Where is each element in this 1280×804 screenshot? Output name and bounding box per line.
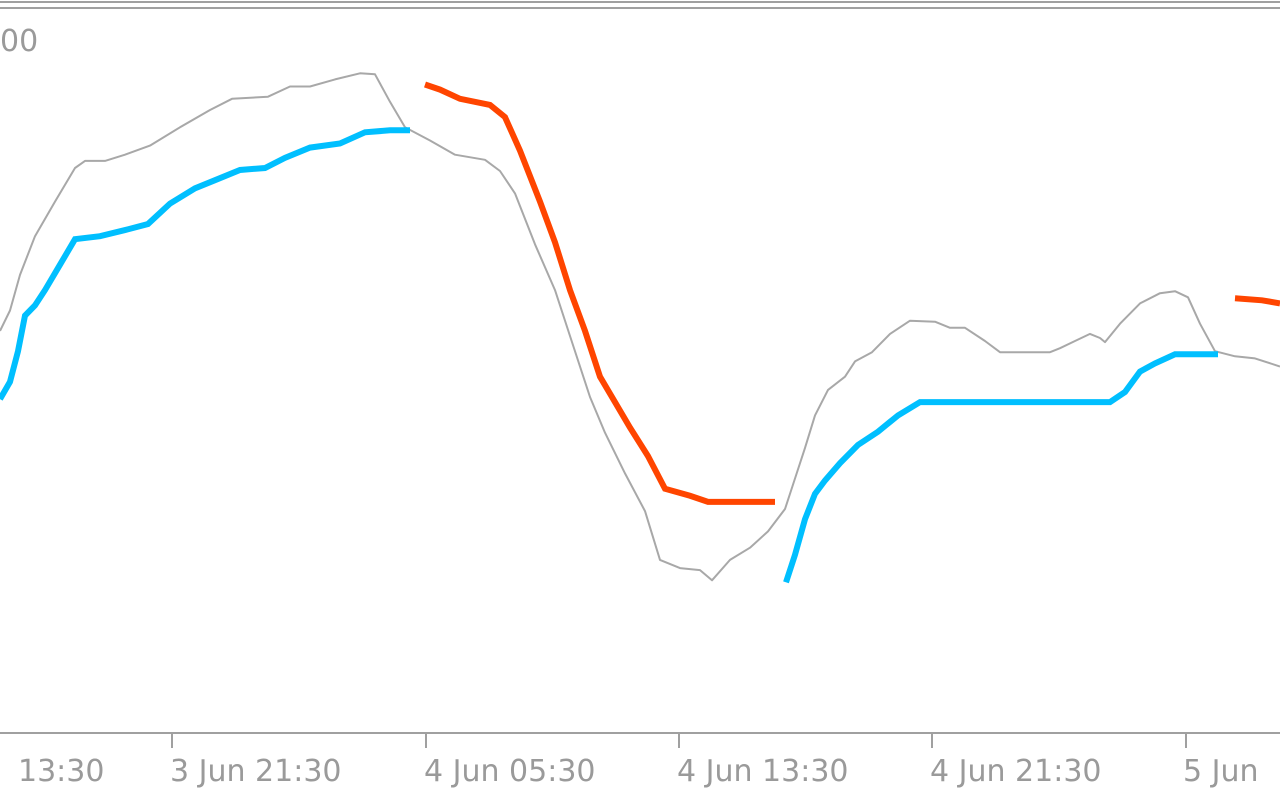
x-tick-label-5: 4 Jun 21:30 bbox=[930, 754, 1102, 789]
chart-frame bbox=[0, 1, 1280, 734]
price-scale-label: 00 bbox=[0, 24, 39, 59]
x-tick-label-3: 4 Jun 05:30 bbox=[424, 754, 596, 789]
series-layer bbox=[0, 72, 1280, 584]
x-tick-label-6: 5 Jun bbox=[1183, 754, 1259, 789]
support-line-segment-2 bbox=[783, 351, 1218, 584]
price-line bbox=[0, 72, 1280, 582]
resistance-line-segment-2 bbox=[1234, 295, 1280, 307]
x-axis: 13:30 3 Jun 21:30 4 Jun 05:30 4 Jun 13:30 4 … bbox=[18, 733, 1259, 789]
support-line-segment-1 bbox=[0, 127, 410, 401]
x-tick-label-1: 13:30 bbox=[18, 754, 104, 789]
x-tick-label-4: 4 Jun 13:30 bbox=[677, 754, 849, 789]
x-tick-label-2: 3 Jun 21:30 bbox=[170, 754, 342, 789]
resistance-line-segment-1 bbox=[424, 81, 775, 505]
